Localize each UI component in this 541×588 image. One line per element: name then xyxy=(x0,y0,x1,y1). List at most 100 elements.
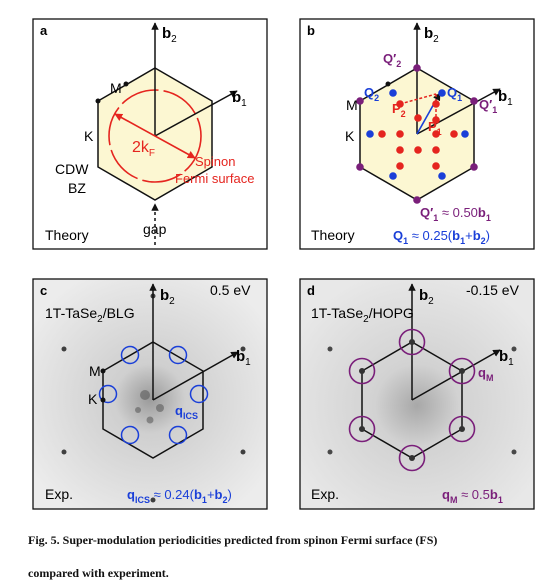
panel-a-m-point xyxy=(123,81,129,87)
red-point xyxy=(396,146,404,154)
panel-d-energy: -0.15 eV xyxy=(466,282,520,298)
panel-c-noise xyxy=(135,390,164,424)
panel-a-theory-label: Theory xyxy=(45,227,89,243)
p1-point xyxy=(432,116,440,124)
panel-c-k-point xyxy=(100,397,106,403)
panel-c-m-label: M xyxy=(89,363,101,379)
purple-point xyxy=(470,163,478,171)
m-peak xyxy=(359,368,365,374)
bragg-peak xyxy=(511,346,517,352)
noise-blob xyxy=(140,390,150,400)
panel-c-b1-label: b1 xyxy=(236,348,251,368)
panel-c-exp-label: Exp. xyxy=(45,486,73,502)
blue-point xyxy=(461,130,469,138)
panel-d-b1-arrow xyxy=(411,349,501,401)
panel-d-exp-label: Exp. xyxy=(311,486,339,502)
m-peak xyxy=(459,426,465,432)
panel-a-cdw-label: CDW xyxy=(55,161,89,177)
panel-c-qics-label: qICS xyxy=(175,403,198,421)
ics-circle xyxy=(189,384,209,404)
panel-a-m-label: M xyxy=(110,80,122,96)
ics-circle xyxy=(168,425,188,445)
panel-c: c 0.5 eV 1T-TaSe2/BLG b2 b1 M K qICS qIC… xyxy=(32,278,268,510)
panel-a-letter: a xyxy=(40,23,48,38)
red-point xyxy=(432,130,440,138)
bragg-peak xyxy=(327,449,333,455)
m-peak xyxy=(409,339,415,345)
ics-circle xyxy=(120,425,140,445)
q2-point xyxy=(389,89,397,97)
red-point xyxy=(414,114,422,122)
p2-point xyxy=(396,100,404,108)
purple-point xyxy=(356,163,364,171)
panel-c-m-point xyxy=(100,368,106,374)
noise-blob xyxy=(135,407,141,413)
ics-circle xyxy=(120,345,140,365)
panel-a: a b2 b1 M K 2kF Spinon Fermi surface CDW… xyxy=(32,18,268,250)
red-point xyxy=(396,130,404,138)
red-point xyxy=(432,100,440,108)
panel-b-m-label: M xyxy=(346,97,358,113)
panel-b-theory-label: Theory xyxy=(311,227,355,243)
figure-caption-line-2: compared with experiment. xyxy=(28,566,169,580)
panel-a-2kf-label: 2kF xyxy=(132,139,155,159)
panel-c-k-label: K xyxy=(88,391,98,407)
bragg-peak xyxy=(240,346,246,352)
panel-a-k-point xyxy=(95,98,101,104)
panel-a-spinon-label: Spinon xyxy=(195,154,235,169)
panel-c-sample: 1T-TaSe2/BLG xyxy=(45,305,135,325)
red-point xyxy=(414,146,422,154)
bragg-peak xyxy=(511,449,517,455)
panel-d-m-circles xyxy=(348,328,476,472)
panel-d-b2-label: b2 xyxy=(419,287,434,307)
panel-c-letter: c xyxy=(40,283,47,298)
m-peak xyxy=(359,426,365,432)
panel-b-b1-arrow xyxy=(416,88,501,135)
blue-point xyxy=(438,172,446,180)
noise-blob xyxy=(156,404,164,412)
panel-a-bz-label: BZ xyxy=(68,180,86,196)
m-peak xyxy=(409,455,415,461)
m-circle xyxy=(448,415,476,443)
panel-b-letter: b xyxy=(307,23,315,38)
red-point xyxy=(432,146,440,154)
panel-b-m-point xyxy=(385,81,391,87)
panel-b-b2-label: b2 xyxy=(424,25,439,45)
panel-b-q1-prime-equation: Q′1 ≈ 0.50b1 xyxy=(420,205,491,223)
panel-b: b xyxy=(299,18,535,250)
bragg-peak xyxy=(240,449,246,455)
q1-prime-point xyxy=(470,97,478,105)
panel-b-p2-q1-dash xyxy=(399,93,437,105)
panel-b-red-points xyxy=(378,100,458,170)
panel-c-b1-arrow xyxy=(152,351,239,401)
panel-b-blue-points xyxy=(366,89,469,180)
m-circle xyxy=(398,444,426,472)
m-peak xyxy=(459,368,465,374)
figure-caption-line-1: Fig. 5. Super-modulation periodicities p… xyxy=(28,533,438,547)
bragg-peak xyxy=(61,346,67,352)
m-circle xyxy=(348,357,376,385)
bragg-peak xyxy=(327,346,333,352)
panel-c-bragg-peaks xyxy=(61,293,246,503)
panel-b-q1-equation: Q1 ≈ 0.25(b1+b2) xyxy=(393,228,490,246)
panel-b-k-label: K xyxy=(345,128,355,144)
m-circle xyxy=(348,415,376,443)
panel-b-q2-prime-label: Q′2 xyxy=(383,51,401,69)
ics-circle xyxy=(98,384,118,404)
panel-d-stm-image xyxy=(299,278,535,510)
blue-point xyxy=(366,130,374,138)
m-circle xyxy=(448,357,476,385)
panel-d-qm-equation: qM ≈ 0.5b1 xyxy=(442,487,503,505)
panel-a-fermi-surface-label: Fermi surface xyxy=(175,171,254,186)
panel-d-b1-label: b1 xyxy=(499,348,514,368)
bragg-peak xyxy=(150,497,156,503)
red-point xyxy=(450,130,458,138)
panel-d-letter: d xyxy=(307,283,315,298)
panel-b-p2-label: P2 xyxy=(392,101,406,119)
figure: a b2 b1 M K 2kF Spinon Fermi surface CDW… xyxy=(32,18,535,510)
panel-c-energy: 0.5 eV xyxy=(210,282,251,298)
ics-circle xyxy=(168,345,188,365)
panel-a-2kf-arrow xyxy=(114,113,196,159)
panel-c-stm-image xyxy=(32,278,268,510)
red-point xyxy=(396,162,404,170)
